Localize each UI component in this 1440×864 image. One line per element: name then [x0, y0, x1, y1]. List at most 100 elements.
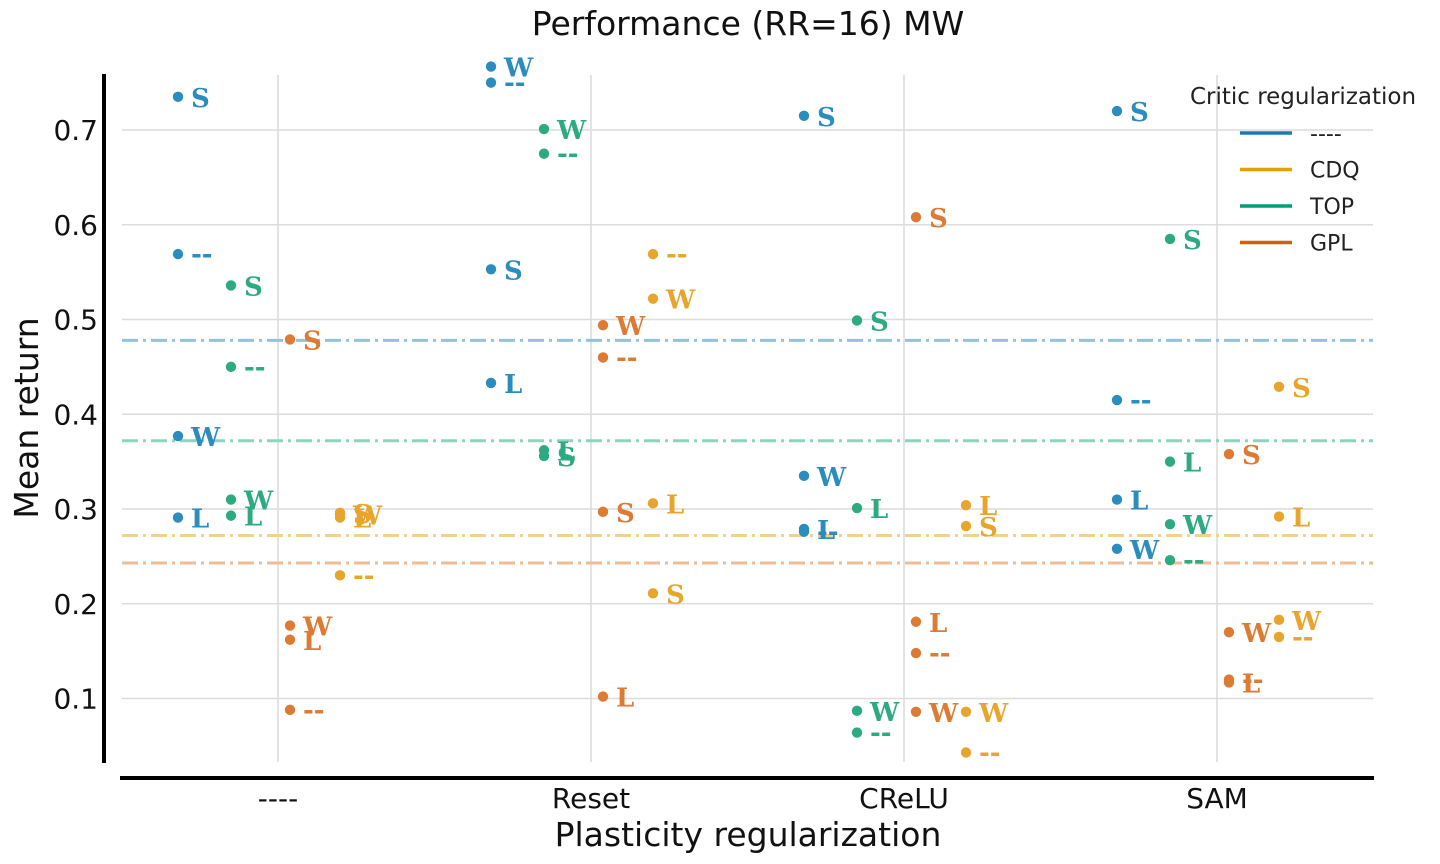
data-point-label: S — [666, 580, 685, 610]
data-point — [1223, 448, 1235, 460]
data-point — [1164, 554, 1176, 566]
data-point — [172, 248, 184, 260]
data-point-label: W — [1182, 511, 1213, 541]
data-point-label: W — [190, 423, 221, 453]
data-point-label: W — [978, 699, 1009, 729]
data-point — [284, 620, 296, 631]
data-point-label: -- — [1292, 623, 1314, 653]
data-point-label: -- — [817, 518, 839, 548]
data-point-label: S — [1183, 226, 1202, 256]
data-point — [225, 510, 237, 521]
data-point — [1111, 394, 1123, 406]
reference-lines — [122, 338, 1373, 565]
data-point — [910, 211, 922, 223]
data-point-label: W — [665, 286, 696, 316]
data-point — [538, 148, 550, 159]
legend-label: TOP — [1309, 195, 1354, 220]
data-point-label: -- — [979, 739, 1001, 769]
data-point — [960, 500, 972, 511]
data-point — [851, 502, 863, 514]
data-point — [647, 293, 659, 304]
grid-layer — [122, 75, 1373, 762]
data-point-label: S — [303, 326, 322, 356]
data-point — [538, 123, 550, 135]
data-point — [1111, 105, 1123, 117]
data-point-label: W — [615, 312, 646, 342]
data-point-label: -- — [557, 140, 579, 170]
data-point-label: L — [1130, 487, 1148, 517]
data-point-label: S — [1292, 374, 1311, 404]
data-point — [597, 506, 609, 518]
data-point-label: -- — [1183, 546, 1205, 576]
data-point — [960, 520, 972, 532]
data-point-label: L — [666, 490, 684, 520]
data-point-label: W — [243, 487, 274, 517]
legend: Critic regularization ---- CDQ TOP GPL — [1190, 84, 1416, 257]
data-point — [172, 91, 184, 103]
data-point — [284, 334, 296, 345]
data-point-label: L — [1183, 449, 1201, 479]
data-point-label: W — [556, 116, 587, 146]
data-point-label: L — [1292, 504, 1310, 534]
data-point-label: L — [504, 370, 522, 400]
legend-label: GPL — [1310, 232, 1353, 257]
data-point-label: -- — [1130, 386, 1152, 416]
data-point-label: W — [928, 699, 959, 729]
data-point — [172, 430, 184, 442]
data-point-label: -- — [504, 69, 526, 99]
data-point-label: -- — [616, 343, 638, 373]
data-point-label: L — [557, 437, 575, 467]
data-point — [1164, 233, 1176, 245]
data-point — [798, 526, 810, 537]
data-point-label: S — [929, 204, 948, 234]
data-point-label: L — [817, 516, 835, 546]
data-point — [851, 315, 863, 326]
data-point-label: L — [616, 684, 634, 714]
data-point-label: W — [503, 54, 534, 84]
data-point — [851, 727, 863, 738]
data-point-label: -- — [191, 240, 213, 270]
data-point — [597, 352, 609, 363]
data-point — [851, 705, 863, 717]
axes: 0.10.20.30.40.50.60.7---- Reset CReLU SAM — [53, 74, 1374, 815]
data-point — [960, 706, 972, 717]
y-tick-label: 0.1 — [53, 683, 98, 716]
data-point-label: S — [1242, 441, 1261, 471]
data-point — [485, 377, 497, 389]
data-point-label: S — [353, 500, 372, 530]
data-point-label: -- — [353, 561, 375, 591]
y-tick-label: 0.7 — [53, 114, 98, 147]
data-point — [910, 647, 922, 659]
data-point-label: -- — [1242, 666, 1264, 696]
data-point — [284, 704, 296, 716]
y-axis-label: Mean return — [7, 317, 46, 518]
data-point — [1273, 631, 1285, 643]
data-point — [225, 494, 237, 505]
data-point — [647, 248, 659, 260]
y-tick-label: 0.6 — [53, 209, 98, 242]
data-point-label: L — [870, 495, 888, 525]
data-point — [334, 512, 346, 523]
data-point-label: W — [302, 613, 333, 643]
data-point — [1223, 626, 1235, 638]
data-point-label: L — [244, 503, 262, 533]
data-point-label: L — [929, 609, 947, 639]
x-tick-label: CReLU — [859, 782, 949, 815]
data-point-label: W — [869, 698, 900, 728]
data-point — [485, 77, 497, 88]
data-point — [172, 512, 184, 523]
data-point-label: -- — [244, 353, 266, 383]
data-point — [647, 498, 659, 509]
y-tick-label: 0.5 — [53, 304, 98, 337]
data-point — [1164, 456, 1176, 467]
data-point — [910, 616, 922, 627]
x-axis-label: Plasticity regularization — [555, 815, 942, 854]
data-point — [225, 280, 237, 291]
data-point-label: S — [817, 103, 836, 133]
data-point — [798, 110, 810, 121]
x-tick-label: ---- — [258, 782, 298, 815]
data-point — [1273, 381, 1285, 392]
data-point-label: W — [1291, 607, 1322, 637]
data-point — [1273, 511, 1285, 522]
